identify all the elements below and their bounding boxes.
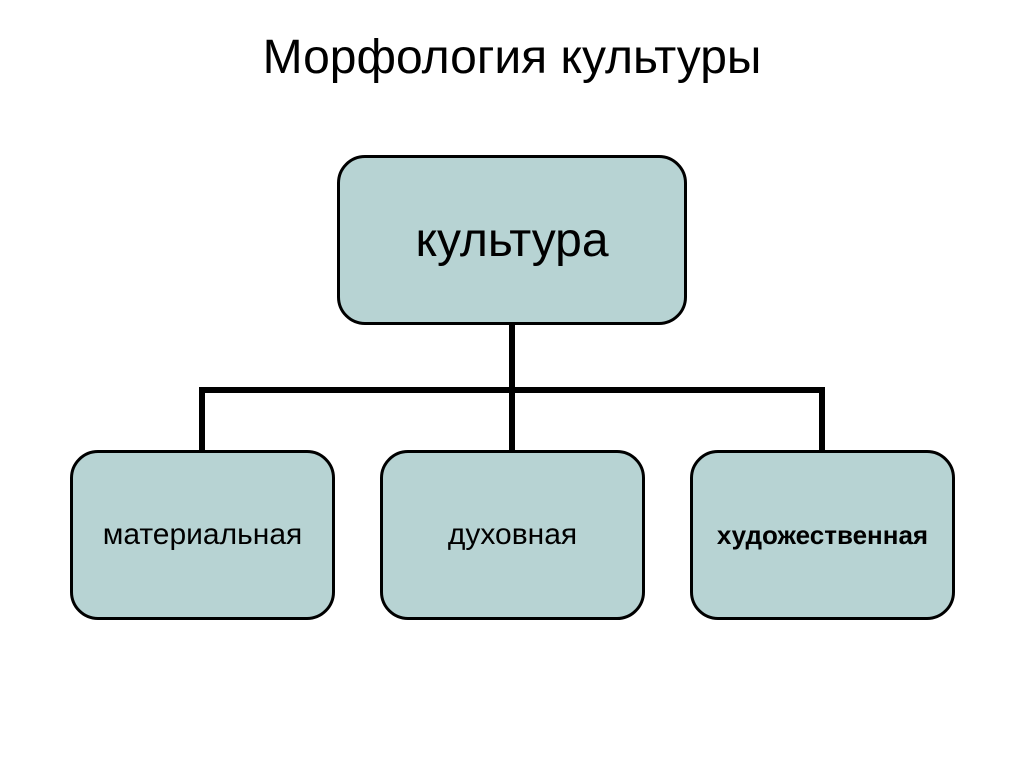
- connector-drop-middle: [509, 387, 515, 450]
- connector-drop-left: [199, 387, 205, 450]
- node-child-2: художественная: [690, 450, 955, 620]
- slide: Морфология культуры культура материальна…: [0, 0, 1024, 767]
- connector-trunk: [509, 325, 515, 393]
- connector-drop-right: [819, 387, 825, 450]
- node-root: культура: [337, 155, 687, 325]
- node-child-1: духовная: [380, 450, 645, 620]
- node-child-0: материальная: [70, 450, 335, 620]
- slide-title: Морфология культуры: [0, 30, 1024, 85]
